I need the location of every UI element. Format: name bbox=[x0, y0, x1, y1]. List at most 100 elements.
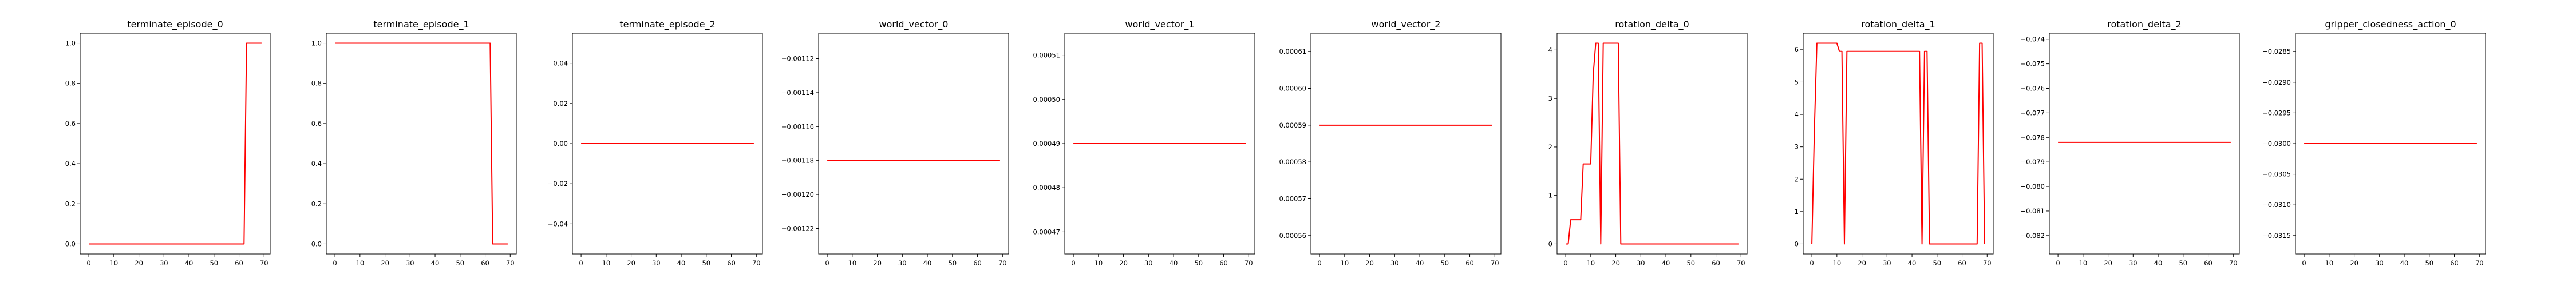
series-line bbox=[89, 42, 262, 245]
y-tick-label: 0.00061 bbox=[1279, 47, 1306, 55]
y-tick-label: 1 bbox=[1548, 192, 1552, 200]
subplot-world-vector-1: world_vector_1 0 10 20 30 40 50 60 70 0.00047 0.00… bbox=[1033, 19, 1255, 267]
axes-frame bbox=[572, 33, 763, 255]
x-tick-label: 60 bbox=[1958, 259, 1966, 267]
x-tick-label: 0 bbox=[579, 259, 583, 267]
x-tick-label: 50 bbox=[702, 259, 710, 267]
x-tick-label: 70 bbox=[1244, 259, 1253, 267]
x-tick-label: 30 bbox=[1883, 259, 1891, 267]
y-tick-label: 0.00051 bbox=[1033, 51, 1060, 59]
x-tick-label: 40 bbox=[2154, 259, 2163, 267]
y-tick-label: −0.077 bbox=[2020, 109, 2045, 117]
chart-title: world_vector_1 bbox=[1125, 19, 1195, 30]
x-tick-label: 60 bbox=[235, 259, 243, 267]
y-tick-label: −0.0305 bbox=[2262, 170, 2291, 178]
y-tick-label: −0.04 bbox=[548, 220, 568, 228]
y-tick-label: 0.04 bbox=[553, 59, 568, 67]
x-tick-label: 0 bbox=[1563, 259, 1567, 267]
x-tick-label: 70 bbox=[1983, 259, 1992, 267]
x-tick-label: 40 bbox=[185, 259, 193, 267]
x-tick-label: 50 bbox=[1933, 259, 1941, 267]
y-tick-label: −0.078 bbox=[2020, 133, 2045, 141]
x-tick-label: 60 bbox=[727, 259, 736, 267]
y-tick-label: 0 bbox=[1795, 240, 1799, 248]
subplot-terminate-episode-0: terminate_episode_0 0 10 20 30 40 50 60 70 0.0 0.2… bbox=[65, 19, 271, 267]
x-tick-label: 50 bbox=[210, 259, 218, 267]
x-tick-label: 10 bbox=[2079, 259, 2088, 267]
subplot-terminate-episode-2: terminate_episode_2 0 10 20 30 40 50 60 70 −0.04 −… bbox=[548, 19, 763, 267]
x-tick-label: 30 bbox=[1637, 259, 1645, 267]
x-tick-label: 20 bbox=[2104, 259, 2112, 267]
y-tick-label: 0.02 bbox=[553, 100, 568, 108]
y-tick-label: −0.0290 bbox=[2262, 78, 2291, 86]
y-tick-label: 0.00 bbox=[553, 140, 568, 148]
y-tick-label: 6 bbox=[1795, 46, 1799, 54]
series-line bbox=[335, 42, 508, 245]
chart-title: rotation_delta_2 bbox=[2107, 19, 2181, 30]
x-tick-label: 10 bbox=[1095, 259, 1103, 267]
y-tick-label: 0.00057 bbox=[1279, 195, 1306, 203]
y-tick-label: 0.00060 bbox=[1279, 85, 1306, 93]
x-tick-label: 10 bbox=[110, 259, 118, 267]
x-tick-label: 70 bbox=[752, 259, 761, 267]
y-tick-label: −0.00114 bbox=[781, 89, 814, 97]
y-tick-label: −0.00116 bbox=[781, 122, 814, 130]
x-tick-label: 50 bbox=[2179, 259, 2187, 267]
y-tick-label: −0.081 bbox=[2020, 207, 2045, 215]
x-tick-label: 10 bbox=[1587, 259, 1595, 267]
y-tick-label: 0.8 bbox=[311, 80, 322, 88]
y-tick-label: −0.02 bbox=[548, 180, 568, 188]
y-tick-label: 0.0 bbox=[311, 240, 322, 248]
x-tick-label: 60 bbox=[481, 259, 489, 267]
x-tick-label: 30 bbox=[406, 259, 414, 267]
axes-frame bbox=[1803, 33, 1994, 255]
chart-title: rotation_delta_1 bbox=[1861, 19, 1935, 30]
x-tick-label: 50 bbox=[456, 259, 464, 267]
y-tick-label: −0.074 bbox=[2020, 35, 2045, 43]
y-tick-label: 0.00058 bbox=[1279, 158, 1306, 166]
x-tick-label: 70 bbox=[506, 259, 515, 267]
y-tick-label: 2 bbox=[1548, 143, 1552, 151]
y-tick-label: −0.0300 bbox=[2262, 140, 2291, 148]
y-tick-label: −0.080 bbox=[2020, 182, 2045, 190]
axes-frame bbox=[1064, 33, 1255, 255]
x-tick-label: 0 bbox=[1809, 259, 1814, 267]
y-tick-label: 1.0 bbox=[311, 39, 322, 47]
y-tick-label: −0.00120 bbox=[781, 190, 814, 198]
y-tick-label: 0.6 bbox=[311, 120, 322, 128]
chart-title: terminate_episode_1 bbox=[373, 19, 469, 30]
x-tick-label: 40 bbox=[677, 259, 686, 267]
y-tick-label: 0.0 bbox=[65, 240, 76, 248]
x-tick-label: 20 bbox=[1119, 259, 1128, 267]
subplot-world-vector-2: world_vector_2 0 10 20 30 40 50 60 70 0.00056 0.00… bbox=[1279, 19, 1502, 267]
x-tick-label: 0 bbox=[1071, 259, 1075, 267]
axes-frame bbox=[1556, 33, 1748, 255]
x-tick-label: 20 bbox=[2350, 259, 2358, 267]
subplot-rotation-delta-0: rotation_delta_0 0 10 20 30 40 50 60 70 0 1 2 3 4 bbox=[1548, 19, 1748, 267]
y-tick-label: 0.2 bbox=[311, 200, 322, 208]
x-tick-label: 60 bbox=[2450, 259, 2459, 267]
subplot-terminate-episode-1: terminate_episode_1 0 10 20 30 40 50 60 70 0.0 0.2… bbox=[311, 19, 517, 267]
x-tick-label: 70 bbox=[1491, 259, 1499, 267]
subplot-rotation-delta-2: rotation_delta_2 0 10 20 30 40 50 60 70 −0.074 −0.… bbox=[2020, 19, 2240, 267]
subplot-world-vector-0: world_vector_0 0 10 20 30 40 50 60 70 −0.00112 −0.… bbox=[781, 19, 1009, 267]
x-tick-label: 50 bbox=[1686, 259, 1695, 267]
y-tick-label: −0.0310 bbox=[2262, 201, 2291, 209]
y-tick-label: 0.2 bbox=[65, 200, 76, 208]
x-tick-label: 30 bbox=[1390, 259, 1399, 267]
x-tick-label: 50 bbox=[948, 259, 957, 267]
x-tick-label: 20 bbox=[1858, 259, 1866, 267]
y-tick-label: −0.082 bbox=[2020, 232, 2045, 240]
chart-title: world_vector_0 bbox=[879, 19, 949, 30]
series-line bbox=[1566, 42, 1739, 245]
y-tick-label: −0.075 bbox=[2020, 60, 2045, 68]
y-tick-label: −0.0315 bbox=[2262, 232, 2291, 240]
x-tick-label: 0 bbox=[825, 259, 829, 267]
x-tick-label: 70 bbox=[998, 259, 1007, 267]
x-tick-label: 40 bbox=[1170, 259, 1178, 267]
x-tick-label: 10 bbox=[2325, 259, 2334, 267]
x-tick-label: 40 bbox=[431, 259, 440, 267]
x-tick-label: 30 bbox=[1144, 259, 1153, 267]
y-tick-label: 3 bbox=[1548, 94, 1552, 102]
x-tick-label: 70 bbox=[2475, 259, 2484, 267]
